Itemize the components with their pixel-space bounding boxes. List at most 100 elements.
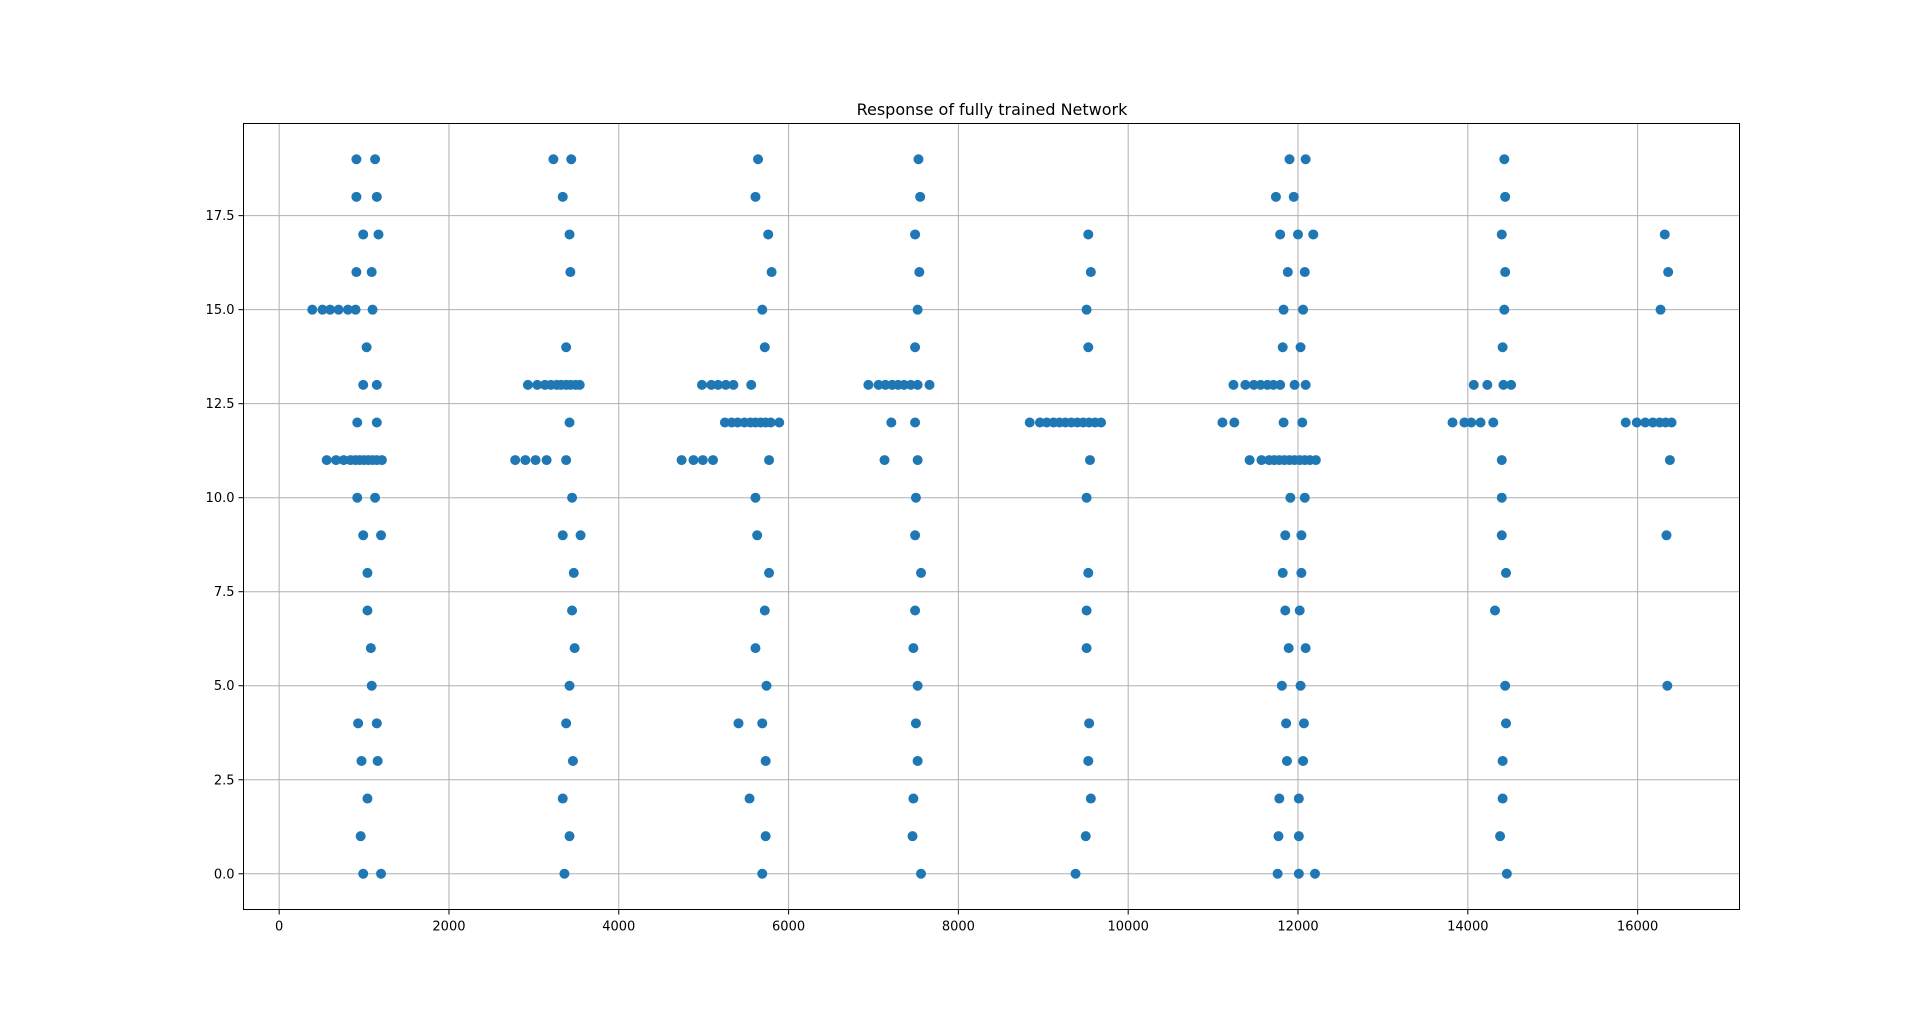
data-point <box>915 191 926 202</box>
data-point <box>358 379 369 390</box>
data-point <box>1666 417 1677 428</box>
data-point <box>750 492 761 503</box>
data-point <box>356 755 367 766</box>
data-point <box>371 379 382 390</box>
data-point <box>1499 154 1510 165</box>
data-point <box>1229 417 1240 428</box>
y-tick-label: 7.5 <box>214 585 235 600</box>
data-point <box>352 492 363 503</box>
data-point <box>912 455 923 466</box>
x-tick-label: 16000 <box>1617 920 1658 935</box>
data-point <box>759 342 770 353</box>
data-point <box>910 492 921 503</box>
data-point <box>1080 831 1091 842</box>
data-point <box>367 304 378 315</box>
data-point <box>757 868 768 879</box>
data-point <box>1278 304 1289 315</box>
data-point <box>1281 718 1292 729</box>
data-point <box>351 267 362 278</box>
x-tick-label: 12000 <box>1277 920 1318 935</box>
data-point <box>1293 793 1304 804</box>
data-point <box>564 831 575 842</box>
data-point <box>757 718 768 729</box>
y-tick-label: 15.0 <box>206 303 235 318</box>
data-point <box>763 229 774 240</box>
data-point <box>1293 868 1304 879</box>
data-point <box>1299 492 1310 503</box>
data-point <box>1495 831 1506 842</box>
chart-title: Response of fully trained Network <box>857 100 1129 119</box>
data-point <box>370 492 381 503</box>
data-point <box>1497 342 1508 353</box>
data-point <box>358 229 369 240</box>
data-point <box>1298 304 1309 315</box>
data-point <box>522 379 533 390</box>
data-point <box>355 831 366 842</box>
x-tick-label: 6000 <box>772 920 805 935</box>
data-point <box>750 643 761 654</box>
data-point <box>1275 379 1286 390</box>
data-point <box>548 154 559 165</box>
data-point <box>1296 530 1307 541</box>
data-point <box>908 643 919 654</box>
data-point <box>569 643 580 654</box>
data-point <box>361 342 372 353</box>
data-point <box>530 455 541 466</box>
data-point <box>575 530 586 541</box>
data-point <box>1501 868 1512 879</box>
data-point <box>910 718 921 729</box>
data-point <box>1295 342 1306 353</box>
data-point <box>567 755 578 766</box>
data-point <box>561 342 572 353</box>
data-point <box>746 379 757 390</box>
data-point <box>1276 680 1287 691</box>
data-point <box>1256 455 1267 466</box>
data-point <box>1500 267 1511 278</box>
data-point <box>1662 680 1673 691</box>
data-point <box>759 605 770 616</box>
data-point <box>557 191 568 202</box>
data-point <box>1475 417 1486 428</box>
data-point <box>1024 417 1035 428</box>
data-point <box>352 417 363 428</box>
data-point <box>1506 379 1517 390</box>
data-point <box>561 455 572 466</box>
data-point <box>1293 831 1304 842</box>
data-point <box>362 605 373 616</box>
data-point <box>1288 191 1299 202</box>
data-point <box>1284 154 1295 165</box>
data-point <box>1501 567 1512 578</box>
data-point <box>373 229 384 240</box>
data-point <box>325 304 336 315</box>
data-point <box>910 229 921 240</box>
data-point <box>1294 605 1305 616</box>
data-point <box>1272 868 1283 879</box>
plot-frame <box>243 123 1740 910</box>
data-point <box>557 793 568 804</box>
data-point <box>568 567 579 578</box>
data-point <box>1298 718 1309 729</box>
data-point <box>907 831 918 842</box>
data-point <box>567 605 578 616</box>
data-point <box>376 455 387 466</box>
data-point <box>916 567 927 578</box>
data-point <box>886 417 897 428</box>
y-tick-label: 10.0 <box>206 491 235 506</box>
data-point <box>1620 417 1631 428</box>
data-point <box>1274 793 1285 804</box>
data-point <box>1275 229 1286 240</box>
data-point <box>1296 567 1307 578</box>
grid-lines <box>243 123 1740 910</box>
data-point <box>559 868 570 879</box>
y-tick-label: 0.0 <box>214 867 235 882</box>
data-point <box>574 379 585 390</box>
data-point <box>1277 342 1288 353</box>
data-point <box>1496 229 1507 240</box>
data-point <box>557 530 568 541</box>
data-point <box>744 793 755 804</box>
data-point <box>1281 755 1292 766</box>
data-point <box>912 755 923 766</box>
data-point <box>1273 831 1284 842</box>
data-point <box>358 868 369 879</box>
